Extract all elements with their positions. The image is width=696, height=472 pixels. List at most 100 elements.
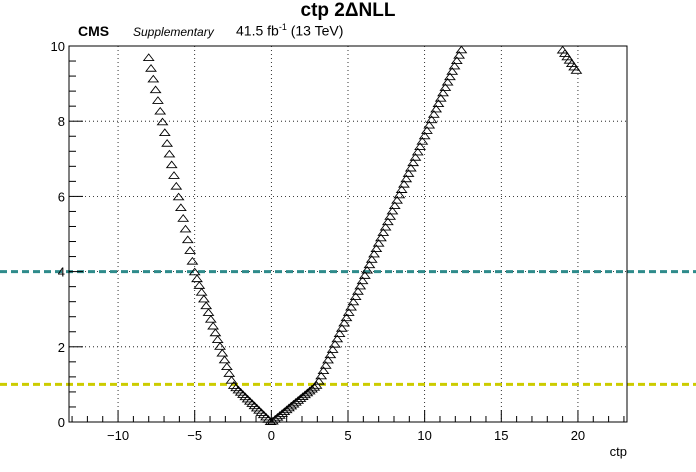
y-tick-label: 8: [58, 114, 65, 129]
y-tick-label: 4: [58, 265, 65, 280]
scan-point: [398, 179, 410, 188]
scan-point: [264, 417, 277, 425]
scan-point: [370, 244, 383, 253]
scan-point: [432, 99, 445, 107]
scan-point: [441, 77, 454, 86]
scan-point: [365, 255, 378, 263]
scan-point: [381, 217, 394, 226]
x-tick-label: 15: [494, 428, 508, 443]
scan-point: [388, 201, 401, 210]
scan-point: [427, 110, 440, 118]
scan-point: [450, 56, 463, 65]
scan-point: [310, 381, 323, 389]
scan-point: [356, 276, 369, 285]
x-tick-label: 20: [571, 428, 585, 443]
axis-ticks: [69, 45, 625, 423]
chart-title: ctp 2ΔNLL: [300, 0, 396, 21]
scan-point: [331, 334, 344, 343]
scan-point: [158, 128, 171, 136]
scan-point: [283, 403, 295, 412]
scan-point: [168, 171, 180, 179]
scan-point: [570, 66, 583, 74]
scan-point: [358, 271, 371, 279]
scan-point: [342, 308, 355, 316]
scan-point: [345, 302, 357, 311]
scan-point: [377, 228, 390, 236]
scan-point: [216, 348, 229, 357]
scan-point: [202, 308, 215, 316]
scan-point: [197, 294, 210, 303]
scan-point: [326, 345, 339, 353]
scan-point: [375, 233, 387, 242]
scan-point: [266, 416, 279, 425]
scan-point: [391, 195, 403, 204]
scan-point: [163, 149, 176, 158]
scan-point: [416, 136, 429, 145]
scan-point: [453, 50, 466, 59]
luminosity-label: 41.5 fb-1 (13 TeV): [236, 22, 343, 39]
scan-point: [225, 375, 238, 384]
scan-point: [220, 362, 233, 371]
scan-point: [317, 366, 330, 374]
scan-point: [287, 399, 300, 408]
scan-point: [434, 93, 447, 102]
scan-point: [312, 376, 325, 385]
scan-point: [319, 361, 332, 369]
scan-point: [181, 235, 194, 244]
scan-point: [448, 61, 461, 70]
x-tick-label: 5: [344, 428, 351, 443]
x-tick-label: 0: [268, 428, 275, 443]
scan-point: [186, 256, 199, 265]
grid-lines: [69, 46, 627, 422]
scan-point: [147, 74, 160, 83]
scan-point: [393, 190, 406, 199]
scan-point: [177, 214, 190, 222]
scan-point: [340, 313, 353, 322]
scan-point: [209, 328, 222, 337]
y-tick-label: 6: [58, 189, 65, 204]
scan-point: [308, 382, 321, 391]
scan-point: [151, 96, 164, 104]
experiment-label: CMS: [78, 23, 110, 39]
reference-lines: [0, 270, 696, 386]
scan-point: [455, 45, 468, 54]
scan-point: [301, 388, 314, 397]
scan-point: [421, 126, 433, 134]
scan-point: [156, 117, 169, 126]
supplementary-label: Supplementary: [133, 25, 214, 39]
scan-point: [444, 72, 456, 81]
scan-points: [142, 45, 583, 425]
scan-point: [214, 342, 226, 350]
scan-point: [418, 131, 431, 140]
scan-point: [204, 314, 217, 323]
scan-point: [411, 147, 424, 156]
scan-point: [430, 104, 443, 113]
scan-point: [407, 158, 420, 167]
scan-point: [425, 115, 438, 124]
scan-point: [278, 407, 291, 416]
scan-point: [335, 324, 348, 332]
scan-point: [404, 163, 417, 172]
x-tick-label: 10: [417, 428, 431, 443]
scan-point: [386, 206, 399, 215]
scan-point: [161, 139, 174, 147]
scan-point: [372, 238, 385, 247]
energy-label: (13 TeV): [286, 22, 344, 39]
y-tick-label: 0: [58, 415, 65, 430]
scan-point: [368, 249, 380, 258]
scan-point: [439, 83, 452, 91]
scan-point: [347, 297, 360, 306]
scan-point: [299, 390, 311, 399]
scan-point: [361, 265, 374, 274]
scan-point: [338, 318, 351, 327]
scan-point: [402, 169, 415, 177]
scan-point: [271, 412, 284, 421]
scan-point: [170, 181, 183, 190]
scan-point: [276, 409, 288, 417]
y-tick-label: 2: [58, 340, 65, 355]
scan-point: [193, 281, 206, 289]
scan-point: [294, 394, 307, 402]
scan-point: [145, 64, 157, 72]
scan-point: [322, 355, 334, 364]
